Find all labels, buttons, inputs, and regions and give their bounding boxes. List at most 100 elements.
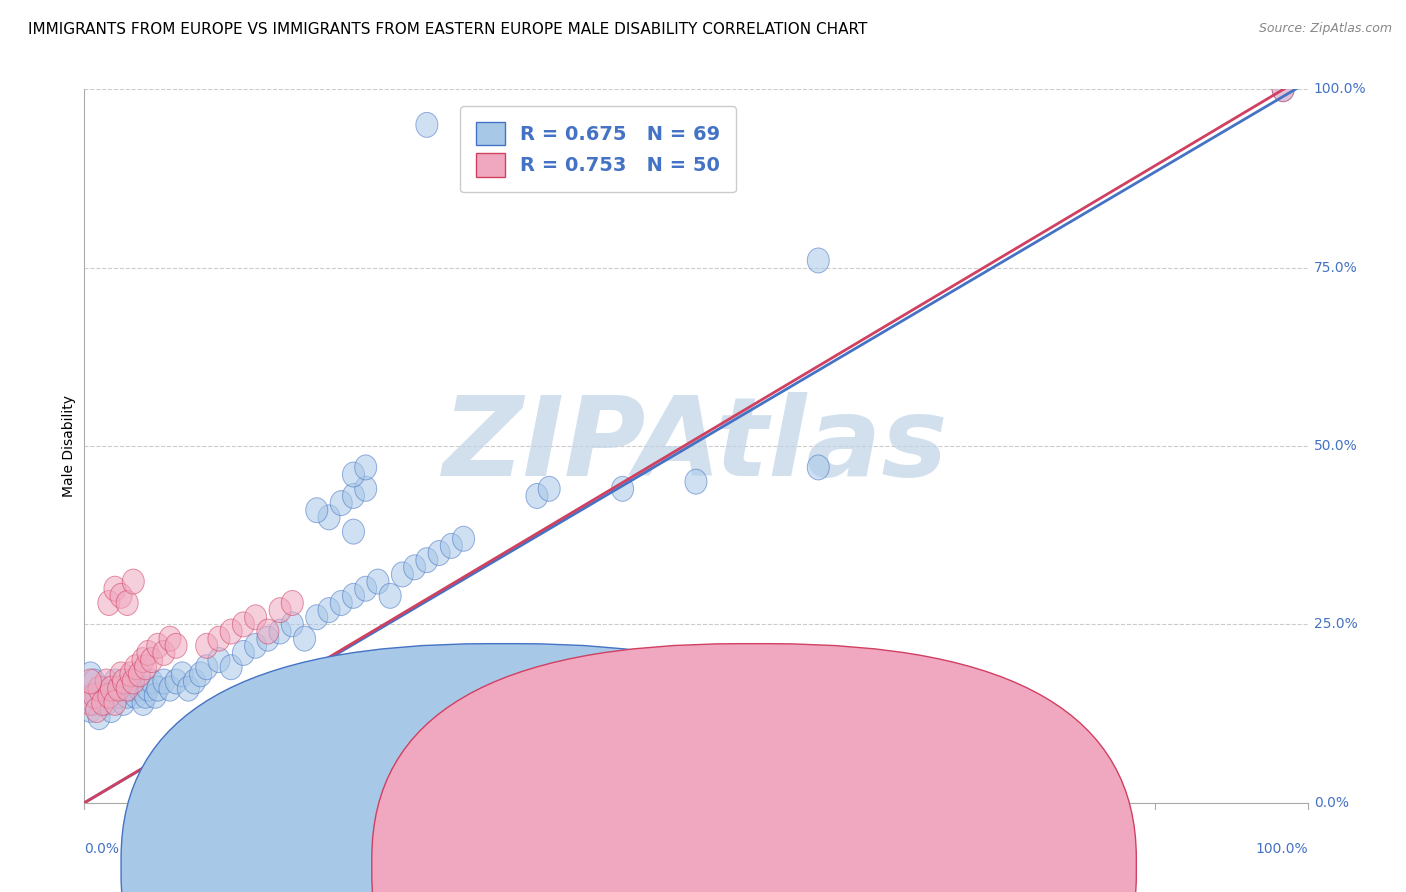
Ellipse shape [807,455,830,480]
Text: 0.0%: 0.0% [1313,796,1348,810]
Ellipse shape [80,669,101,694]
Ellipse shape [146,676,169,701]
Ellipse shape [245,605,267,630]
Ellipse shape [80,698,101,723]
Text: 0.0%: 0.0% [84,842,120,856]
Ellipse shape [117,676,138,701]
Ellipse shape [221,619,242,644]
Ellipse shape [146,633,169,658]
Ellipse shape [100,676,122,701]
Ellipse shape [89,676,110,701]
Ellipse shape [110,662,132,687]
Ellipse shape [538,662,560,687]
Ellipse shape [354,476,377,501]
Ellipse shape [136,676,159,701]
Ellipse shape [1272,77,1294,102]
Ellipse shape [195,655,218,680]
Ellipse shape [125,655,146,680]
Ellipse shape [98,591,120,615]
Ellipse shape [440,533,463,558]
Text: Immigrants from Europe: Immigrants from Europe [527,859,697,873]
Ellipse shape [117,683,138,708]
Ellipse shape [96,669,117,694]
Ellipse shape [145,683,166,708]
Ellipse shape [232,640,254,665]
Ellipse shape [427,541,450,566]
Ellipse shape [86,683,108,708]
Ellipse shape [232,612,254,637]
Ellipse shape [120,662,142,687]
Ellipse shape [807,248,830,273]
Ellipse shape [416,548,437,573]
Ellipse shape [89,705,110,730]
Ellipse shape [526,669,548,694]
FancyBboxPatch shape [371,644,1136,892]
Ellipse shape [354,455,377,480]
Ellipse shape [269,598,291,623]
Ellipse shape [343,462,364,487]
Text: IMMIGRANTS FROM EUROPE VS IMMIGRANTS FROM EASTERN EUROPE MALE DISABILITY CORRELA: IMMIGRANTS FROM EUROPE VS IMMIGRANTS FRO… [28,22,868,37]
Ellipse shape [104,576,127,601]
Ellipse shape [165,669,187,694]
FancyBboxPatch shape [121,644,886,892]
Ellipse shape [86,698,108,723]
Ellipse shape [221,655,242,680]
Ellipse shape [380,583,401,608]
Ellipse shape [120,676,142,701]
Ellipse shape [502,648,523,673]
Ellipse shape [354,576,377,601]
Ellipse shape [112,669,135,694]
Ellipse shape [141,669,163,694]
Ellipse shape [404,555,426,580]
Text: 100.0%: 100.0% [1256,842,1308,856]
Ellipse shape [269,619,291,644]
Ellipse shape [685,469,707,494]
Ellipse shape [83,683,105,708]
Ellipse shape [108,676,129,701]
Ellipse shape [112,690,135,715]
Ellipse shape [208,626,231,651]
Ellipse shape [172,662,193,687]
Ellipse shape [128,662,150,687]
Ellipse shape [294,669,315,694]
Ellipse shape [453,526,475,551]
Ellipse shape [91,690,114,715]
Text: 100.0%: 100.0% [1313,82,1367,96]
Ellipse shape [159,676,181,701]
Ellipse shape [132,690,155,715]
Ellipse shape [391,562,413,587]
Ellipse shape [257,626,278,651]
Ellipse shape [416,112,437,137]
Ellipse shape [281,591,304,615]
Ellipse shape [80,690,101,715]
Ellipse shape [195,633,218,658]
Ellipse shape [128,676,150,701]
Ellipse shape [538,676,560,701]
Text: 75.0%: 75.0% [1313,260,1357,275]
Ellipse shape [294,626,315,651]
Ellipse shape [305,662,328,687]
Text: Source: ZipAtlas.com: Source: ZipAtlas.com [1258,22,1392,36]
Ellipse shape [132,648,155,673]
Ellipse shape [141,648,163,673]
Ellipse shape [208,648,231,673]
Ellipse shape [165,633,187,658]
Ellipse shape [318,505,340,530]
Ellipse shape [538,476,560,501]
Ellipse shape [343,483,364,508]
Ellipse shape [330,655,353,680]
Ellipse shape [526,483,548,508]
Ellipse shape [281,612,304,637]
Ellipse shape [136,640,159,665]
Ellipse shape [108,683,129,708]
Ellipse shape [153,669,174,694]
Ellipse shape [343,662,364,687]
Ellipse shape [177,676,200,701]
Ellipse shape [122,669,145,694]
Text: ZIPAtlas: ZIPAtlas [443,392,949,500]
Ellipse shape [159,626,181,651]
Ellipse shape [91,676,114,701]
Ellipse shape [83,669,105,694]
Ellipse shape [190,662,211,687]
Ellipse shape [526,655,548,680]
